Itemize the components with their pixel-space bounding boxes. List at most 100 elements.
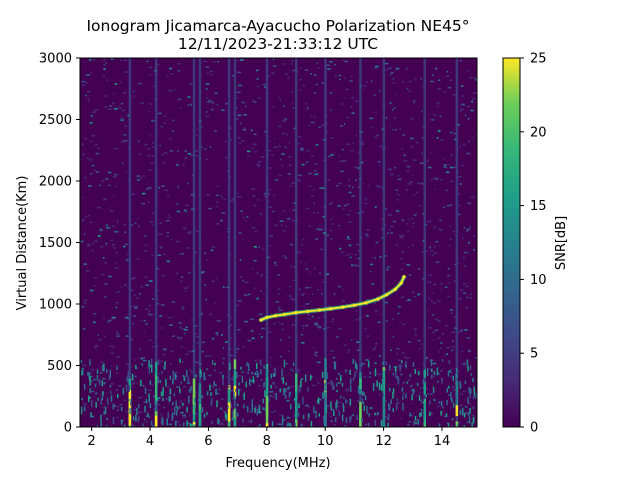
noise-cell xyxy=(374,362,377,364)
noise-cell xyxy=(270,235,273,238)
noise-cell xyxy=(215,388,217,395)
noise-cell xyxy=(157,359,160,366)
noise-cell xyxy=(242,418,244,423)
noise-cell xyxy=(410,403,412,405)
noise-cell xyxy=(118,290,120,293)
noise-cell xyxy=(460,276,462,278)
noise-cell xyxy=(366,315,369,317)
y-tick-label: 2000 xyxy=(39,175,72,190)
y-tick-label: 0 xyxy=(64,421,72,436)
noise-cell xyxy=(246,372,250,374)
noise-cell xyxy=(288,386,290,390)
noise-cell xyxy=(298,136,302,138)
noise-cell xyxy=(334,417,337,423)
noise-cell xyxy=(344,60,348,63)
noise-cell xyxy=(127,114,130,117)
noise-cell xyxy=(358,347,361,349)
noise-cell xyxy=(281,370,283,377)
noise-cell xyxy=(345,417,348,424)
noise-cell xyxy=(419,347,421,350)
noise-cell xyxy=(406,299,410,302)
noise-cell xyxy=(170,73,174,75)
noise-cell xyxy=(384,159,386,162)
noise-cell xyxy=(403,154,406,157)
noise-cell xyxy=(147,154,151,157)
noise-cell xyxy=(285,225,287,228)
noise-cell xyxy=(389,364,391,371)
noise-cell xyxy=(317,67,320,70)
noise-cell xyxy=(413,412,415,414)
noise-cell xyxy=(281,132,286,135)
noise-cell xyxy=(463,364,466,366)
noise-cell xyxy=(179,326,182,329)
noise-cell xyxy=(160,420,163,424)
noise-cell xyxy=(127,318,130,320)
noise-cell xyxy=(159,222,162,225)
noise-cell xyxy=(239,259,242,261)
interference-segment xyxy=(423,382,426,395)
noise-cell xyxy=(245,381,247,388)
interference-segment xyxy=(192,406,196,415)
noise-cell xyxy=(187,152,191,155)
interference-segment xyxy=(324,358,327,383)
noise-cell xyxy=(470,109,474,112)
noise-cell xyxy=(243,392,245,400)
noise-cell xyxy=(468,252,470,255)
noise-cell xyxy=(290,404,292,410)
noise-cell xyxy=(97,235,101,237)
noise-cell xyxy=(446,70,449,73)
noise-cell xyxy=(189,369,193,372)
noise-cell xyxy=(262,407,264,410)
noise-cell xyxy=(351,264,354,266)
noise-cell xyxy=(421,401,424,404)
noise-cell xyxy=(206,193,210,196)
noise-cell xyxy=(407,341,411,343)
noise-cell xyxy=(222,419,224,421)
noise-cell xyxy=(362,391,364,396)
noise-cell xyxy=(80,406,83,415)
noise-cell xyxy=(138,357,142,360)
noise-cell xyxy=(89,388,91,394)
interference-segment xyxy=(324,392,327,411)
noise-cell xyxy=(165,378,167,387)
noise-cell xyxy=(211,246,216,248)
noise-cell xyxy=(385,69,388,71)
noise-cell xyxy=(81,397,83,401)
noise-cell xyxy=(315,83,319,86)
noise-cell xyxy=(412,222,415,224)
noise-cell xyxy=(388,403,390,411)
noise-cell xyxy=(131,383,134,385)
noise-cell xyxy=(375,241,378,244)
noise-cell xyxy=(260,290,262,293)
noise-cell xyxy=(430,119,435,121)
noise-cell xyxy=(433,178,435,181)
noise-cell xyxy=(256,362,258,369)
noise-cell xyxy=(445,413,448,418)
noise-cell xyxy=(289,243,294,246)
noise-cell xyxy=(302,84,306,87)
noise-cell xyxy=(451,154,453,157)
interference-segment xyxy=(324,382,327,392)
noise-cell xyxy=(231,376,236,378)
interference-segment xyxy=(227,402,231,427)
noise-cell xyxy=(387,422,389,427)
noise-cell xyxy=(286,133,289,136)
noise-cell xyxy=(274,179,279,181)
noise-cell xyxy=(155,404,158,412)
noise-cell xyxy=(138,411,142,414)
noise-cell xyxy=(436,137,439,139)
noise-cell xyxy=(353,264,358,267)
noise-cell xyxy=(172,373,175,380)
noise-cell xyxy=(220,219,223,222)
noise-cell xyxy=(346,143,350,146)
noise-cell xyxy=(402,392,405,395)
noise-cell xyxy=(187,182,189,185)
noise-cell xyxy=(380,379,383,381)
noise-cell xyxy=(100,245,104,248)
noise-cell xyxy=(80,359,83,364)
noise-cell xyxy=(374,94,376,97)
noise-cell xyxy=(406,222,409,225)
noise-cell xyxy=(463,412,466,418)
noise-cell xyxy=(404,356,407,358)
